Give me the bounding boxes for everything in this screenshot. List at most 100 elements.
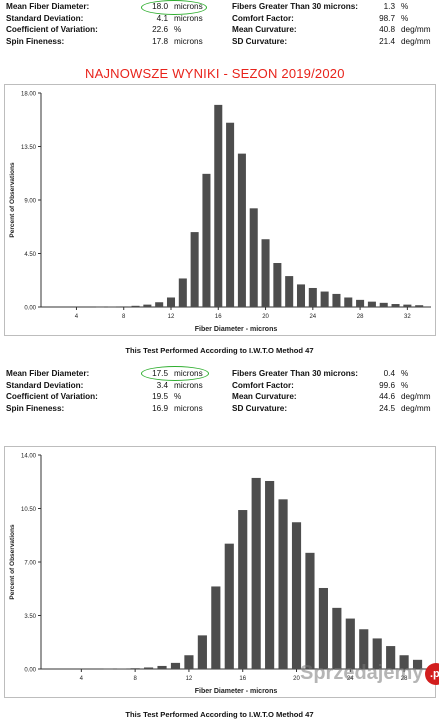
x-tick-label: 4 — [80, 676, 84, 682]
histogram-bar — [332, 293, 341, 307]
histogram-bar — [155, 302, 164, 307]
histogram-bar — [238, 510, 248, 669]
histogram-bar — [399, 655, 409, 669]
stat-label: Coefficient of Variation: — [6, 392, 98, 401]
test2-stats: Mean Fiber Diameter: 17.5 microns Standard … — [6, 366, 436, 419]
y-axis-label: Percent of Observations — [9, 524, 16, 600]
stat-label: Comfort Factor: — [232, 13, 294, 23]
histogram-bar — [119, 306, 128, 308]
stat-unit: deg/mm — [401, 403, 431, 413]
x-tick-label: 12 — [186, 676, 193, 682]
stat-unit: deg/mm — [401, 36, 431, 46]
stat-label: SD Curvature: — [232, 403, 288, 413]
stat-unit: % — [401, 369, 409, 378]
x-tick-label: 16 — [239, 676, 246, 682]
histogram-bar — [379, 302, 388, 307]
y-tick-label: 4.50 — [24, 252, 36, 258]
stat-unit: % — [401, 380, 409, 390]
x-tick-label: 32 — [404, 314, 411, 320]
y-tick-label: 0.00 — [24, 306, 36, 312]
stat-value: 19.5 — [152, 392, 168, 401]
stat-value: 18.0 — [152, 2, 168, 11]
y-tick-label: 9.00 — [24, 199, 36, 205]
stat-label: Mean Fiber Diameter: — [6, 2, 90, 11]
stat-value: 17.8 — [152, 36, 168, 46]
stat-unit: deg/mm — [401, 392, 431, 401]
stat-label: Mean Fiber Diameter: — [6, 369, 90, 378]
histogram-bar — [214, 104, 223, 307]
y-axis-label: Percent of Observations — [9, 162, 16, 238]
stat-value: 99.6 — [379, 380, 395, 390]
stat-unit: microns — [174, 380, 203, 390]
stat-unit: % — [401, 2, 409, 11]
stat-unit: deg/mm — [401, 25, 431, 34]
watermark-badge: .pl — [425, 662, 439, 685]
stat-label: SD Curvature: — [232, 36, 288, 46]
stat-value: 98.7 — [379, 13, 395, 23]
highlight-circle — [141, 0, 207, 15]
histogram-bar — [103, 668, 113, 670]
stat-value: 24.5 — [379, 403, 395, 413]
histogram-bar — [96, 306, 105, 308]
histogram-bar — [296, 284, 306, 307]
histogram-bar — [291, 522, 302, 669]
x-tick-label: 28 — [401, 676, 408, 682]
histogram-bar — [372, 638, 382, 669]
stat-label: Standard Deviation: — [6, 380, 84, 390]
stat-label: Coefficient of Variation: — [6, 25, 98, 34]
stat-label: Comfort Factor: — [232, 380, 294, 390]
histogram-bar — [285, 276, 294, 307]
histogram-bar — [178, 278, 187, 307]
histogram-bar — [332, 607, 342, 669]
histogram-bar — [166, 297, 176, 307]
highlight-circle — [141, 366, 209, 381]
histogram-bar — [249, 208, 258, 307]
x-tick-label: 8 — [133, 676, 137, 682]
histogram-bar — [261, 239, 270, 307]
stat-value: 22.6 — [152, 25, 168, 34]
histogram-bar — [211, 586, 221, 669]
x-tick-label: 20 — [262, 314, 269, 320]
stat-label: Fibers Greater Than 30 microns: — [232, 369, 359, 378]
stat-value: 3.4 — [156, 380, 168, 390]
x-tick-label: 4 — [75, 314, 79, 320]
stat-unit: microns — [174, 403, 203, 413]
stat-value: 40.8 — [379, 25, 395, 34]
stat-unit: microns — [174, 13, 203, 23]
histogram-bar — [367, 301, 376, 307]
stat-label: Mean Curvature: — [232, 25, 297, 34]
stat-unit: microns — [174, 2, 203, 11]
y-tick-label: 13.50 — [21, 145, 37, 151]
y-tick-label: 10.50 — [21, 507, 37, 513]
histogram-bar — [237, 153, 246, 307]
x-tick-label: 12 — [168, 314, 175, 320]
histogram-bar — [130, 668, 140, 669]
stat-unit: % — [174, 392, 182, 401]
histogram-bar — [157, 665, 167, 669]
stat-unit: % — [174, 25, 182, 34]
histogram-bar — [190, 232, 199, 307]
stat-unit: % — [401, 13, 409, 23]
histogram-bar — [305, 552, 315, 669]
histogram-bar — [251, 477, 261, 669]
stat-unit: microns — [174, 369, 203, 378]
histogram-chart-1: 0.00 4.50 9.00 13.50 18.00 4 8 12 16 20 24 28 32 Fibe… — [4, 84, 436, 336]
histogram-bar — [359, 629, 369, 669]
y-tick-label: 3.50 — [24, 614, 36, 620]
histogram-bar — [117, 668, 127, 670]
method-note-2: This Test Performed According to I.W.T.O… — [125, 710, 314, 719]
histogram-bar — [170, 662, 181, 669]
y-tick-label: 7.00 — [24, 561, 36, 567]
y-tick-label: 0.00 — [24, 668, 36, 674]
stat-unit: microns — [174, 36, 203, 46]
histogram-bar — [184, 655, 194, 669]
histogram-bar — [391, 304, 400, 307]
stat-value: 0.4 — [383, 369, 395, 378]
histogram-bar — [308, 287, 317, 307]
stat-value: 16.9 — [152, 403, 168, 413]
chart-2-svg: 0.00 3.50 7.00 10.50 14.00 4 8 12 16 20 24 28 Fiber … — [9, 454, 431, 695]
stat-label: Fibers Greater Than 30 microns: — [232, 2, 359, 11]
x-tick-label: 24 — [309, 314, 316, 320]
histogram-bar — [356, 299, 365, 307]
stat-label: Mean Curvature: — [232, 392, 297, 401]
